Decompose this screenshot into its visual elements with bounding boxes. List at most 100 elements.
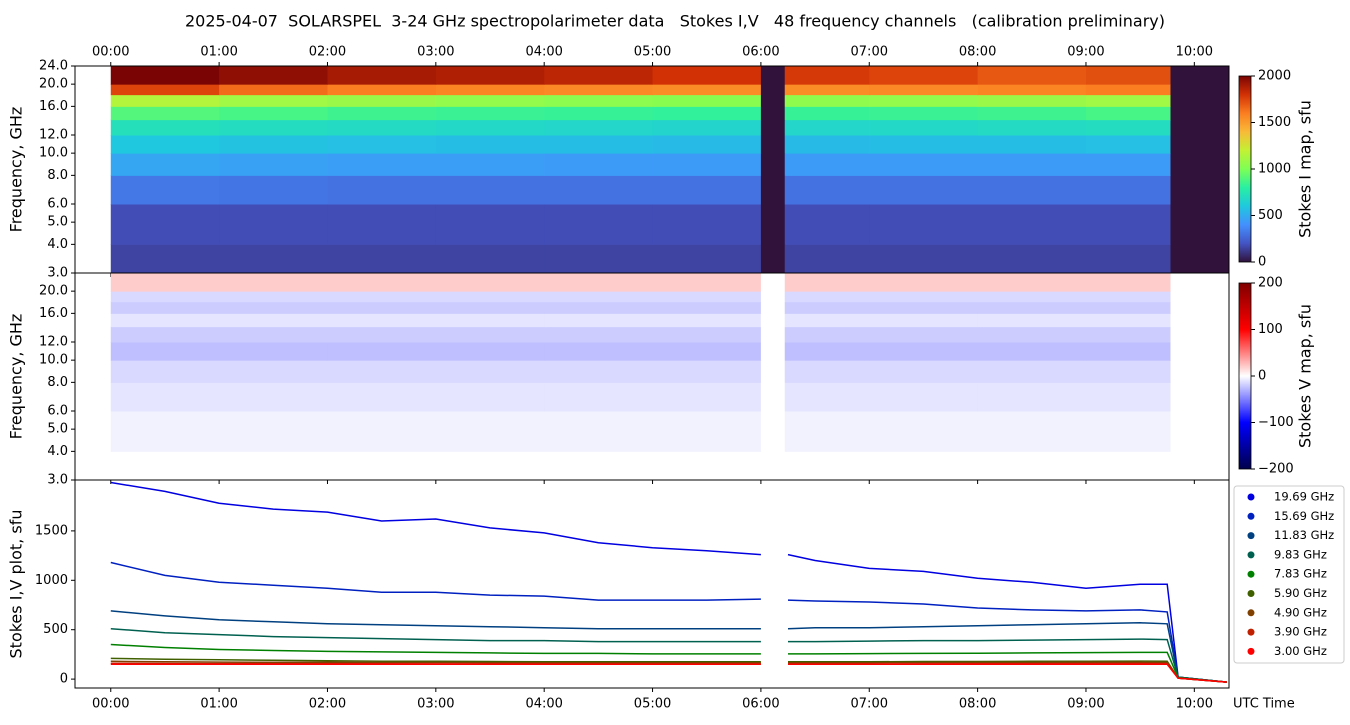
heatmap-cell <box>652 119 762 136</box>
heatmap-cell <box>110 244 220 273</box>
heatmap-cell <box>1085 66 1171 85</box>
heatmap-cell <box>652 84 762 96</box>
x-tick-label: 09:00 <box>1067 45 1104 60</box>
series-line <box>110 481 761 556</box>
y-tick-label: 5.0 <box>47 422 68 437</box>
heatmap-cell <box>869 342 979 361</box>
heatmap-cell <box>110 135 220 154</box>
heatmap-cell <box>435 301 545 314</box>
heatmap-cell <box>652 273 762 292</box>
heatmap-cell <box>760 153 786 176</box>
x-tick-label: 00:00 <box>92 45 129 60</box>
heatmap-cell <box>977 94 1087 107</box>
heatmap-cell <box>652 291 762 303</box>
heatmap-cell <box>327 94 437 107</box>
x-tick-label: 03:00 <box>417 45 454 60</box>
colorbar-tick-label: 0 <box>1258 255 1266 270</box>
heatmap-cell <box>869 119 979 136</box>
heatmap-cell <box>110 119 220 136</box>
heatmap-cell <box>784 106 870 121</box>
heatmap-cell <box>1170 94 1229 107</box>
heatmap-cell <box>760 382 786 412</box>
series-line <box>110 561 761 601</box>
heatmap-cell <box>1085 313 1171 328</box>
heatmap-cell <box>977 153 1087 176</box>
heatmap-cell <box>784 175 870 205</box>
y-tick-label: 20.0 <box>39 77 68 92</box>
y-tick-label: 16.0 <box>39 306 68 321</box>
heatmap-cell <box>544 106 654 121</box>
heatmap-cell <box>219 66 328 85</box>
heatmap-cell <box>435 273 545 292</box>
legend-label: 15.69 GHz <box>1274 509 1334 523</box>
heatmap-cell <box>1170 119 1229 136</box>
heatmap-cell <box>435 342 545 361</box>
legend-marker <box>1247 628 1255 636</box>
plot-frame <box>74 479 1230 689</box>
y-tick-label: 4.0 <box>47 444 68 459</box>
y-tick-label: 12.0 <box>39 128 68 143</box>
heatmap-cell <box>977 119 1087 136</box>
heatmap-cell <box>869 204 979 245</box>
heatmap-cell <box>327 273 437 292</box>
heatmap-cell <box>219 106 328 121</box>
heatmap-cell <box>327 204 437 245</box>
heatmap-cell <box>544 273 654 292</box>
colorbar-tick-label: 1000 <box>1258 162 1291 177</box>
series-line <box>788 662 1227 683</box>
y-tick-label: 1000 <box>35 573 68 588</box>
x-tick-label: 01:00 <box>200 697 237 712</box>
heatmap-cell <box>977 342 1087 361</box>
heatmap-cell <box>869 175 979 205</box>
legend-label: 3.90 GHz <box>1274 625 1327 639</box>
heatmap-cell <box>544 301 654 314</box>
legend-label: 19.69 GHz <box>1274 490 1334 504</box>
heatmap-cell <box>1170 451 1229 480</box>
heatmap-cell <box>219 326 328 343</box>
heatmap-cell <box>1085 382 1171 412</box>
heatmap-cell <box>544 175 654 205</box>
heatmap-cell <box>869 153 979 176</box>
heatmap-cell <box>110 175 220 205</box>
heatmap-cell <box>869 106 979 121</box>
heatmap-cell <box>110 94 220 107</box>
y-tick-label: 12.0 <box>39 335 68 350</box>
heatmap-cell <box>219 175 328 205</box>
heatmap-cell <box>1170 360 1229 383</box>
x-tick-label: 07:00 <box>851 45 888 60</box>
heatmap-cell <box>652 342 762 361</box>
heatmap-cell <box>784 291 870 303</box>
heatmap-cell <box>327 301 437 314</box>
heatmap-cell <box>652 94 762 107</box>
y-tick-label: 0 <box>60 672 68 687</box>
heatmap-cell <box>760 94 786 107</box>
legend-label: 3.00 GHz <box>1274 644 1327 658</box>
heatmap-cell <box>784 119 870 136</box>
y-axis-label: Frequency, GHz <box>7 107 26 233</box>
heatmap-cell <box>435 175 545 205</box>
heatmap-cell <box>435 244 545 273</box>
heatmap-cell <box>544 244 654 273</box>
legend-marker <box>1247 647 1255 655</box>
y-tick-label: 1500 <box>35 523 68 538</box>
heatmap-cell <box>652 313 762 328</box>
heatmap-cell <box>652 66 762 85</box>
heatmap-cell <box>760 244 786 273</box>
heatmap-cell <box>784 301 870 314</box>
heatmap-cell <box>435 153 545 176</box>
colorbar-tick-label: 500 <box>1258 208 1283 223</box>
heatmap-cell <box>544 204 654 245</box>
heatmap-cell <box>652 204 762 245</box>
heatmap-cell <box>1085 301 1171 314</box>
y-tick-label: 5.0 <box>47 215 68 230</box>
heatmap-cell <box>1085 342 1171 361</box>
heatmap-cell <box>977 106 1087 121</box>
heatmap-cell <box>977 411 1087 452</box>
y-tick-label: 500 <box>43 622 68 637</box>
heatmap-cell <box>435 313 545 328</box>
y-tick-label: 16.0 <box>39 99 68 114</box>
series-line <box>787 622 1227 683</box>
heatmap-cell <box>327 451 437 480</box>
x-tick-label: 01:00 <box>200 45 237 60</box>
